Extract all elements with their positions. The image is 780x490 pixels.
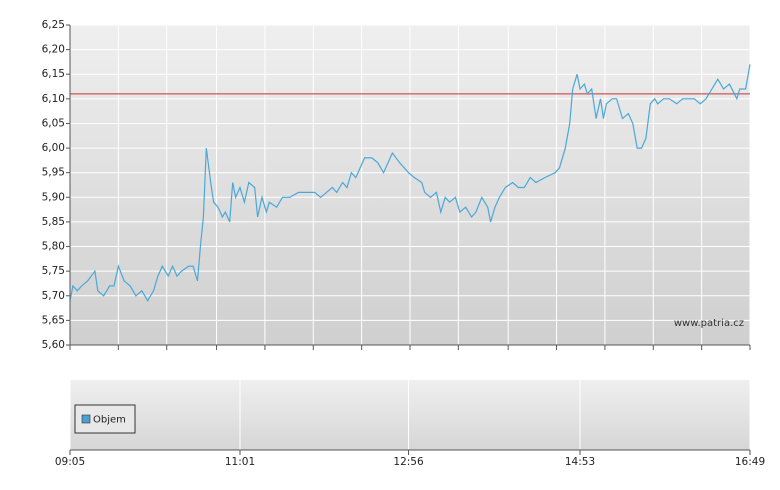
y-tick-label: 6,10: [42, 93, 65, 105]
y-tick-label: 6,15: [42, 68, 65, 80]
x-tick-label: 12:56: [393, 456, 424, 468]
y-tick-label: 5,90: [42, 191, 65, 203]
x-tick-label: 14:53: [565, 456, 595, 468]
y-tick-label: 5,60: [42, 339, 65, 351]
y-tick-label: 5,70: [42, 290, 65, 302]
y-tick-label: 5,65: [42, 314, 65, 326]
x-tick-label: 09:05: [55, 456, 85, 468]
y-tick-label: 6,25: [42, 19, 65, 31]
y-tick-label: 5,85: [42, 216, 65, 228]
x-tick-label: 16:49: [735, 456, 765, 468]
y-tick-label: 6,00: [42, 142, 65, 154]
watermark: www.patria.cz: [674, 318, 744, 329]
price-line: [69, 64, 751, 302]
y-tick-label: 5,95: [42, 167, 65, 179]
x-tick-label: 11:01: [225, 456, 255, 468]
legend-swatch: [81, 414, 91, 424]
y-tick-label: 6,20: [42, 44, 65, 56]
legend-label: Objem: [93, 415, 126, 426]
y-tick-label: 5,80: [42, 241, 65, 253]
y-tick-label: 5,75: [42, 265, 65, 277]
volume-plot-area: [70, 380, 750, 450]
y-tick-label: 6,05: [42, 117, 65, 129]
